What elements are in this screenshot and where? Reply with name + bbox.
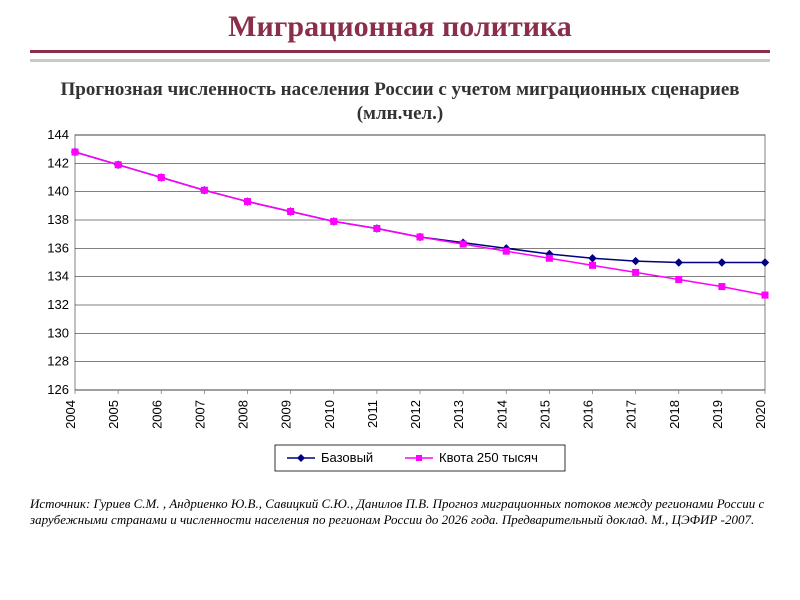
svg-text:2004: 2004 [63,400,78,429]
svg-text:2020: 2020 [753,400,768,429]
svg-text:2013: 2013 [451,400,466,429]
svg-text:2011: 2011 [365,400,380,428]
subtitle: Прогнозная численность населения России … [60,78,740,126]
svg-text:144: 144 [47,130,69,142]
svg-text:Базовый: Базовый [321,450,373,465]
svg-text:2014: 2014 [494,400,509,429]
svg-text:2019: 2019 [710,400,725,429]
svg-text:2016: 2016 [581,400,596,429]
svg-text:2007: 2007 [192,400,207,429]
page-title: Миграционная политика [0,10,800,44]
svg-text:2017: 2017 [624,400,639,429]
svg-text:130: 130 [47,325,69,340]
svg-text:134: 134 [47,268,69,283]
svg-text:2015: 2015 [537,400,552,429]
svg-text:2012: 2012 [408,400,423,429]
svg-text:126: 126 [47,382,69,397]
svg-text:Квота 250 тысяч: Квота 250 тысяч [439,450,538,465]
svg-text:2008: 2008 [236,400,251,429]
svg-text:136: 136 [47,240,69,255]
svg-text:138: 138 [47,212,69,227]
source-citation: Источник: Гуриев С.М. , Андриенко Ю.В., … [30,496,770,529]
svg-text:2005: 2005 [106,400,121,429]
svg-text:2006: 2006 [149,400,164,429]
svg-text:2010: 2010 [322,400,337,429]
svg-text:142: 142 [47,155,69,170]
title-area: Миграционная политика [0,0,800,66]
title-shadow [30,59,770,62]
svg-text:140: 140 [47,183,69,198]
svg-text:2009: 2009 [279,400,294,429]
chart: 126 128 130 132 134 136 138 140 142 144 2004 2005 20… [30,130,770,490]
svg-text:128: 128 [47,353,69,368]
svg-text:2018: 2018 [667,400,682,429]
svg-text:132: 132 [47,297,69,312]
slide: Миграционная политика Прогнозная численн… [0,0,800,600]
chart-svg: 126 128 130 132 134 136 138 140 142 144 2004 2005 20… [30,130,770,490]
title-underline [30,50,770,53]
svg-text:14: 14 [450,130,464,131]
